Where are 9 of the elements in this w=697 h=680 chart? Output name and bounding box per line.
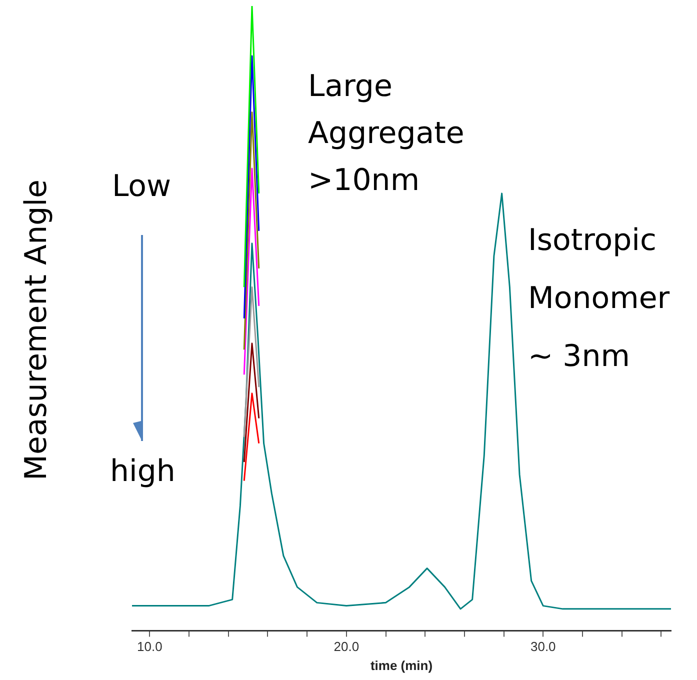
- annotation: high: [110, 454, 176, 489]
- x-tick-label: 10.0: [137, 639, 162, 654]
- x-axis-title: time (min): [370, 658, 433, 673]
- x-tick-label: 30.0: [530, 639, 556, 654]
- y-axis-title: Measurement Angle: [18, 180, 54, 480]
- annotation: Low: [112, 168, 172, 204]
- annotation: Large Aggregate >10nm: [308, 68, 464, 198]
- annotation: Isotropic Monomer ~ 3nm: [528, 222, 670, 374]
- x-tick-label: 20.0: [334, 639, 360, 654]
